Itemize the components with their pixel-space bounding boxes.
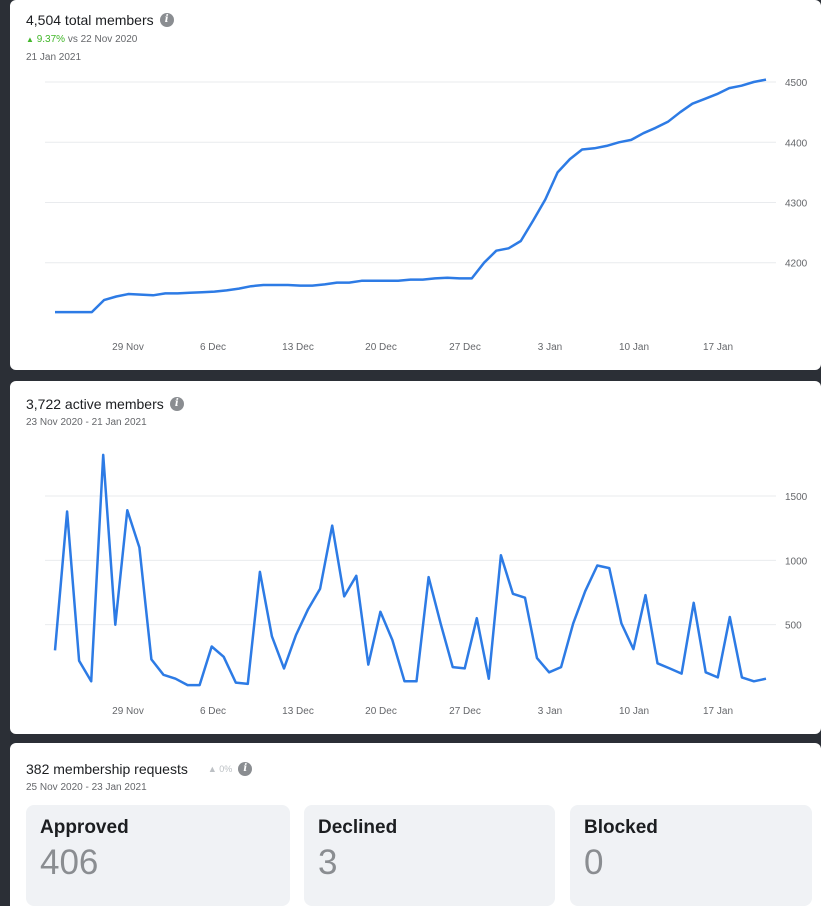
total-members-trend: ▲ 9.37% vs 22 Nov 2020 — [26, 34, 137, 45]
info-icon[interactable]: i — [169, 397, 184, 411]
x-tick-label: 3 Jan — [538, 706, 562, 717]
x-tick-label: 10 Jan — [619, 342, 649, 353]
active-members-title-row: 3,722 active members i — [26, 396, 184, 412]
blocked-label: Blocked — [584, 817, 658, 838]
x-tick-label: 17 Jan — [703, 342, 733, 353]
requests-title-row: 382 membership requests ▲ 0% i — [26, 761, 253, 777]
x-tick-label: 13 Dec — [282, 706, 314, 717]
y-tick-label: 500 — [785, 621, 802, 632]
declined-label: Declined — [318, 817, 398, 838]
y-tick-label: 1500 — [785, 492, 808, 503]
blocked-value: 0 — [584, 843, 604, 882]
active-members-title: 3,722 active members — [26, 396, 164, 412]
active-members-date-range: 23 Nov 2020 - 21 Jan 2021 — [26, 417, 147, 428]
y-tick-label: 4200 — [785, 259, 808, 270]
x-tick-label: 10 Jan — [619, 706, 649, 717]
total-members-title-row: 4,504 total members i — [26, 12, 174, 28]
x-tick-label: 27 Dec — [449, 706, 481, 717]
y-tick-label: 4300 — [785, 199, 808, 210]
x-tick-label: 29 Nov — [112, 706, 144, 717]
declined-stat-card: Declined 3 — [304, 805, 555, 906]
total-members-line-chart: 4200 4300 4400 4500 29 Nov 6 Dec 13 Dec 20 Dec 2… — [45, 78, 808, 353]
y-tick-label: 4500 — [785, 78, 808, 89]
series-line — [55, 78, 767, 314]
y-tick-label: 1000 — [785, 556, 808, 567]
requests-trend: ▲ 0% — [207, 764, 233, 774]
total-members-card: 4,504 total members i ▲ 9.37% vs 22 Nov … — [10, 0, 821, 370]
trend-percent: 9.37% — [36, 34, 66, 45]
x-tick-label: 29 Nov — [112, 342, 144, 353]
active-members-line-chart: 500 1000 1500 29 Nov 6 Dec 13 Dec 20 Dec 27 Dec… — [45, 453, 808, 717]
total-members-date: 21 Jan 2021 — [26, 52, 82, 63]
x-tick-label: 3 Jan — [538, 342, 562, 353]
approved-value: 406 — [40, 843, 99, 882]
y-tick-label: 4400 — [785, 138, 808, 149]
x-tick-label: 13 Dec — [282, 342, 314, 353]
requests-title: 382 membership requests — [26, 761, 188, 777]
trend-comparison: vs 22 Nov 2020 — [67, 34, 138, 45]
info-icon[interactable]: i — [238, 762, 253, 776]
approved-label: Approved — [40, 817, 129, 838]
info-icon[interactable]: i — [159, 13, 174, 27]
series-line — [53, 453, 767, 687]
blocked-stat-card: Blocked 0 — [570, 805, 812, 906]
x-tick-label: 27 Dec — [449, 342, 481, 353]
x-tick-label: 20 Dec — [365, 342, 397, 353]
membership-requests-card: 382 membership requests ▲ 0% i 25 Nov 20… — [10, 743, 821, 906]
x-tick-label: 6 Dec — [200, 706, 226, 717]
x-tick-label: 17 Jan — [703, 706, 733, 717]
x-tick-label: 20 Dec — [365, 706, 397, 717]
declined-value: 3 — [318, 843, 338, 882]
total-members-title: 4,504 total members — [26, 12, 154, 28]
active-members-card: 3,722 active members i 23 Nov 2020 - 21 … — [10, 381, 821, 734]
x-tick-label: 6 Dec — [200, 342, 226, 353]
trend-up-icon: ▲ — [26, 35, 34, 44]
requests-trend-percent: 0% — [219, 764, 233, 774]
requests-date-range: 25 Nov 2020 - 23 Jan 2021 — [26, 782, 147, 793]
approved-stat-card: Approved 406 — [26, 805, 290, 906]
